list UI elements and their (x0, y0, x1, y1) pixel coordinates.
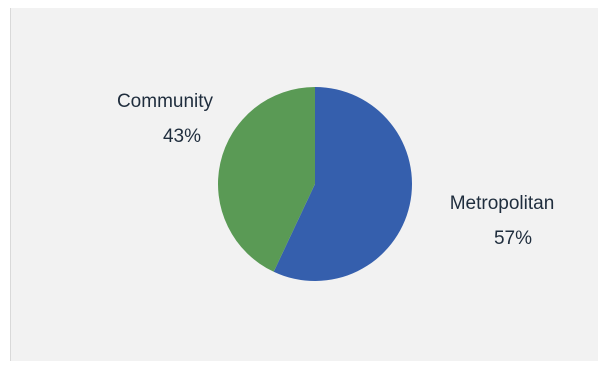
community-label: Community (117, 91, 214, 112)
metropolitan-label: Metropolitan (450, 193, 555, 214)
pie-slices (218, 87, 412, 281)
pie-chart: Metropolitan 57% Community 43% (10, 8, 598, 361)
metropolitan-percent: 57% (494, 228, 532, 249)
community-percent: 43% (163, 126, 201, 147)
chart-panel: Metropolitan 57% Community 43% (10, 8, 598, 361)
